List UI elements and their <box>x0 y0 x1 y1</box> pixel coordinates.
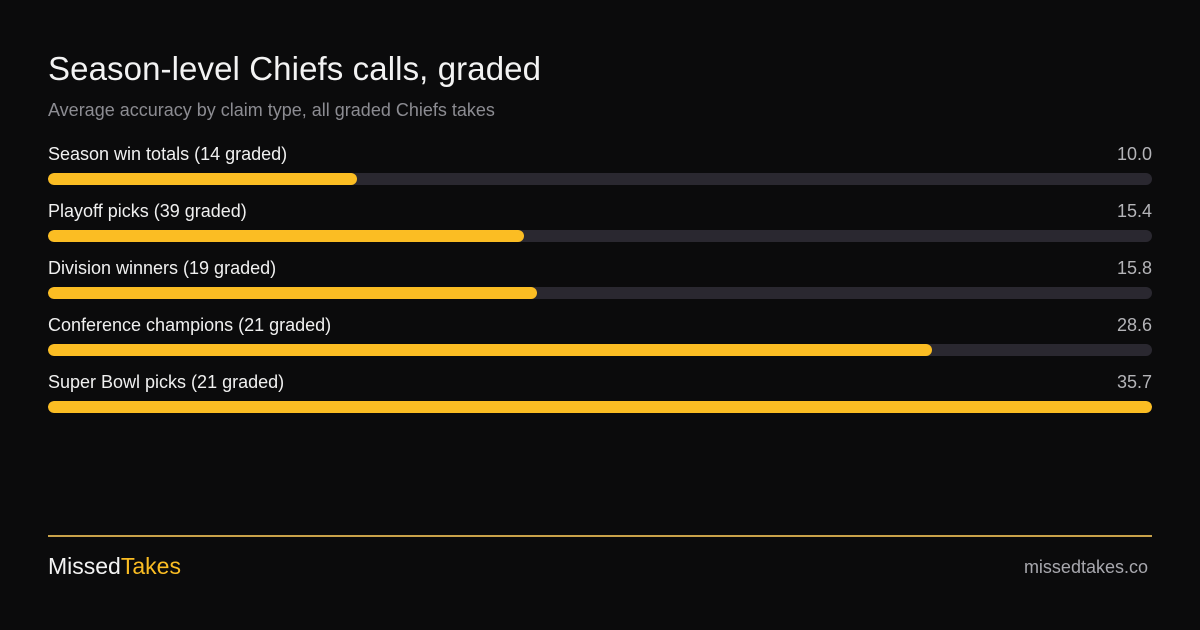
bar-value-label: 35.7 <box>1116 372 1152 392</box>
bar-track <box>48 401 1152 413</box>
bar-row: Conference champions (21 graded) 28.6 <box>48 315 1152 372</box>
bar-label: Playoff picks (39 graded) <box>48 201 247 221</box>
footer-divider <box>48 535 1152 537</box>
bar-fill <box>48 287 537 299</box>
bar-track <box>48 287 1152 299</box>
bar-value-label: 15.4 <box>1116 201 1152 221</box>
bar-value-label: 15.8 <box>1116 258 1152 278</box>
bar-rows: Season win totals (14 graded) 10.0 Playoff… <box>48 144 1152 429</box>
chart-subtitle: Average accuracy by claim type, all grad… <box>48 100 495 120</box>
bar-row: Super Bowl picks (21 graded) 35.7 <box>48 372 1152 429</box>
bar-label: Super Bowl picks (21 graded) <box>48 372 285 392</box>
bar-row: Season win totals (14 graded) 10.0 <box>48 144 1152 201</box>
bar-label: Season win totals (14 graded) <box>48 144 288 164</box>
bar-value-label: 10.0 <box>1116 144 1152 164</box>
bar-value-label: 28.6 <box>1116 315 1152 335</box>
bar-row: Playoff picks (39 graded) 15.4 <box>48 201 1152 258</box>
brand-name-part1: Missed <box>48 553 121 579</box>
bar-fill <box>48 173 358 185</box>
bar-row: Division winners (19 graded) 15.8 <box>48 258 1152 315</box>
chart-title: Season-level Chiefs calls, graded <box>48 50 542 87</box>
bar-fill <box>48 230 525 242</box>
brand-logo[interactable]: MissedTakes <box>48 553 181 580</box>
bar-track <box>48 173 1152 185</box>
bar-track <box>48 230 1152 242</box>
bar-fill <box>48 344 933 356</box>
bar-label: Conference champions (21 graded) <box>48 315 332 335</box>
bar-label: Division winners (19 graded) <box>48 258 277 278</box>
bar-track <box>48 344 1152 356</box>
bar-fill <box>48 401 1152 413</box>
brand-name-part2: Takes <box>120 553 181 579</box>
site-url[interactable]: missedtakes.co <box>1023 557 1148 577</box>
